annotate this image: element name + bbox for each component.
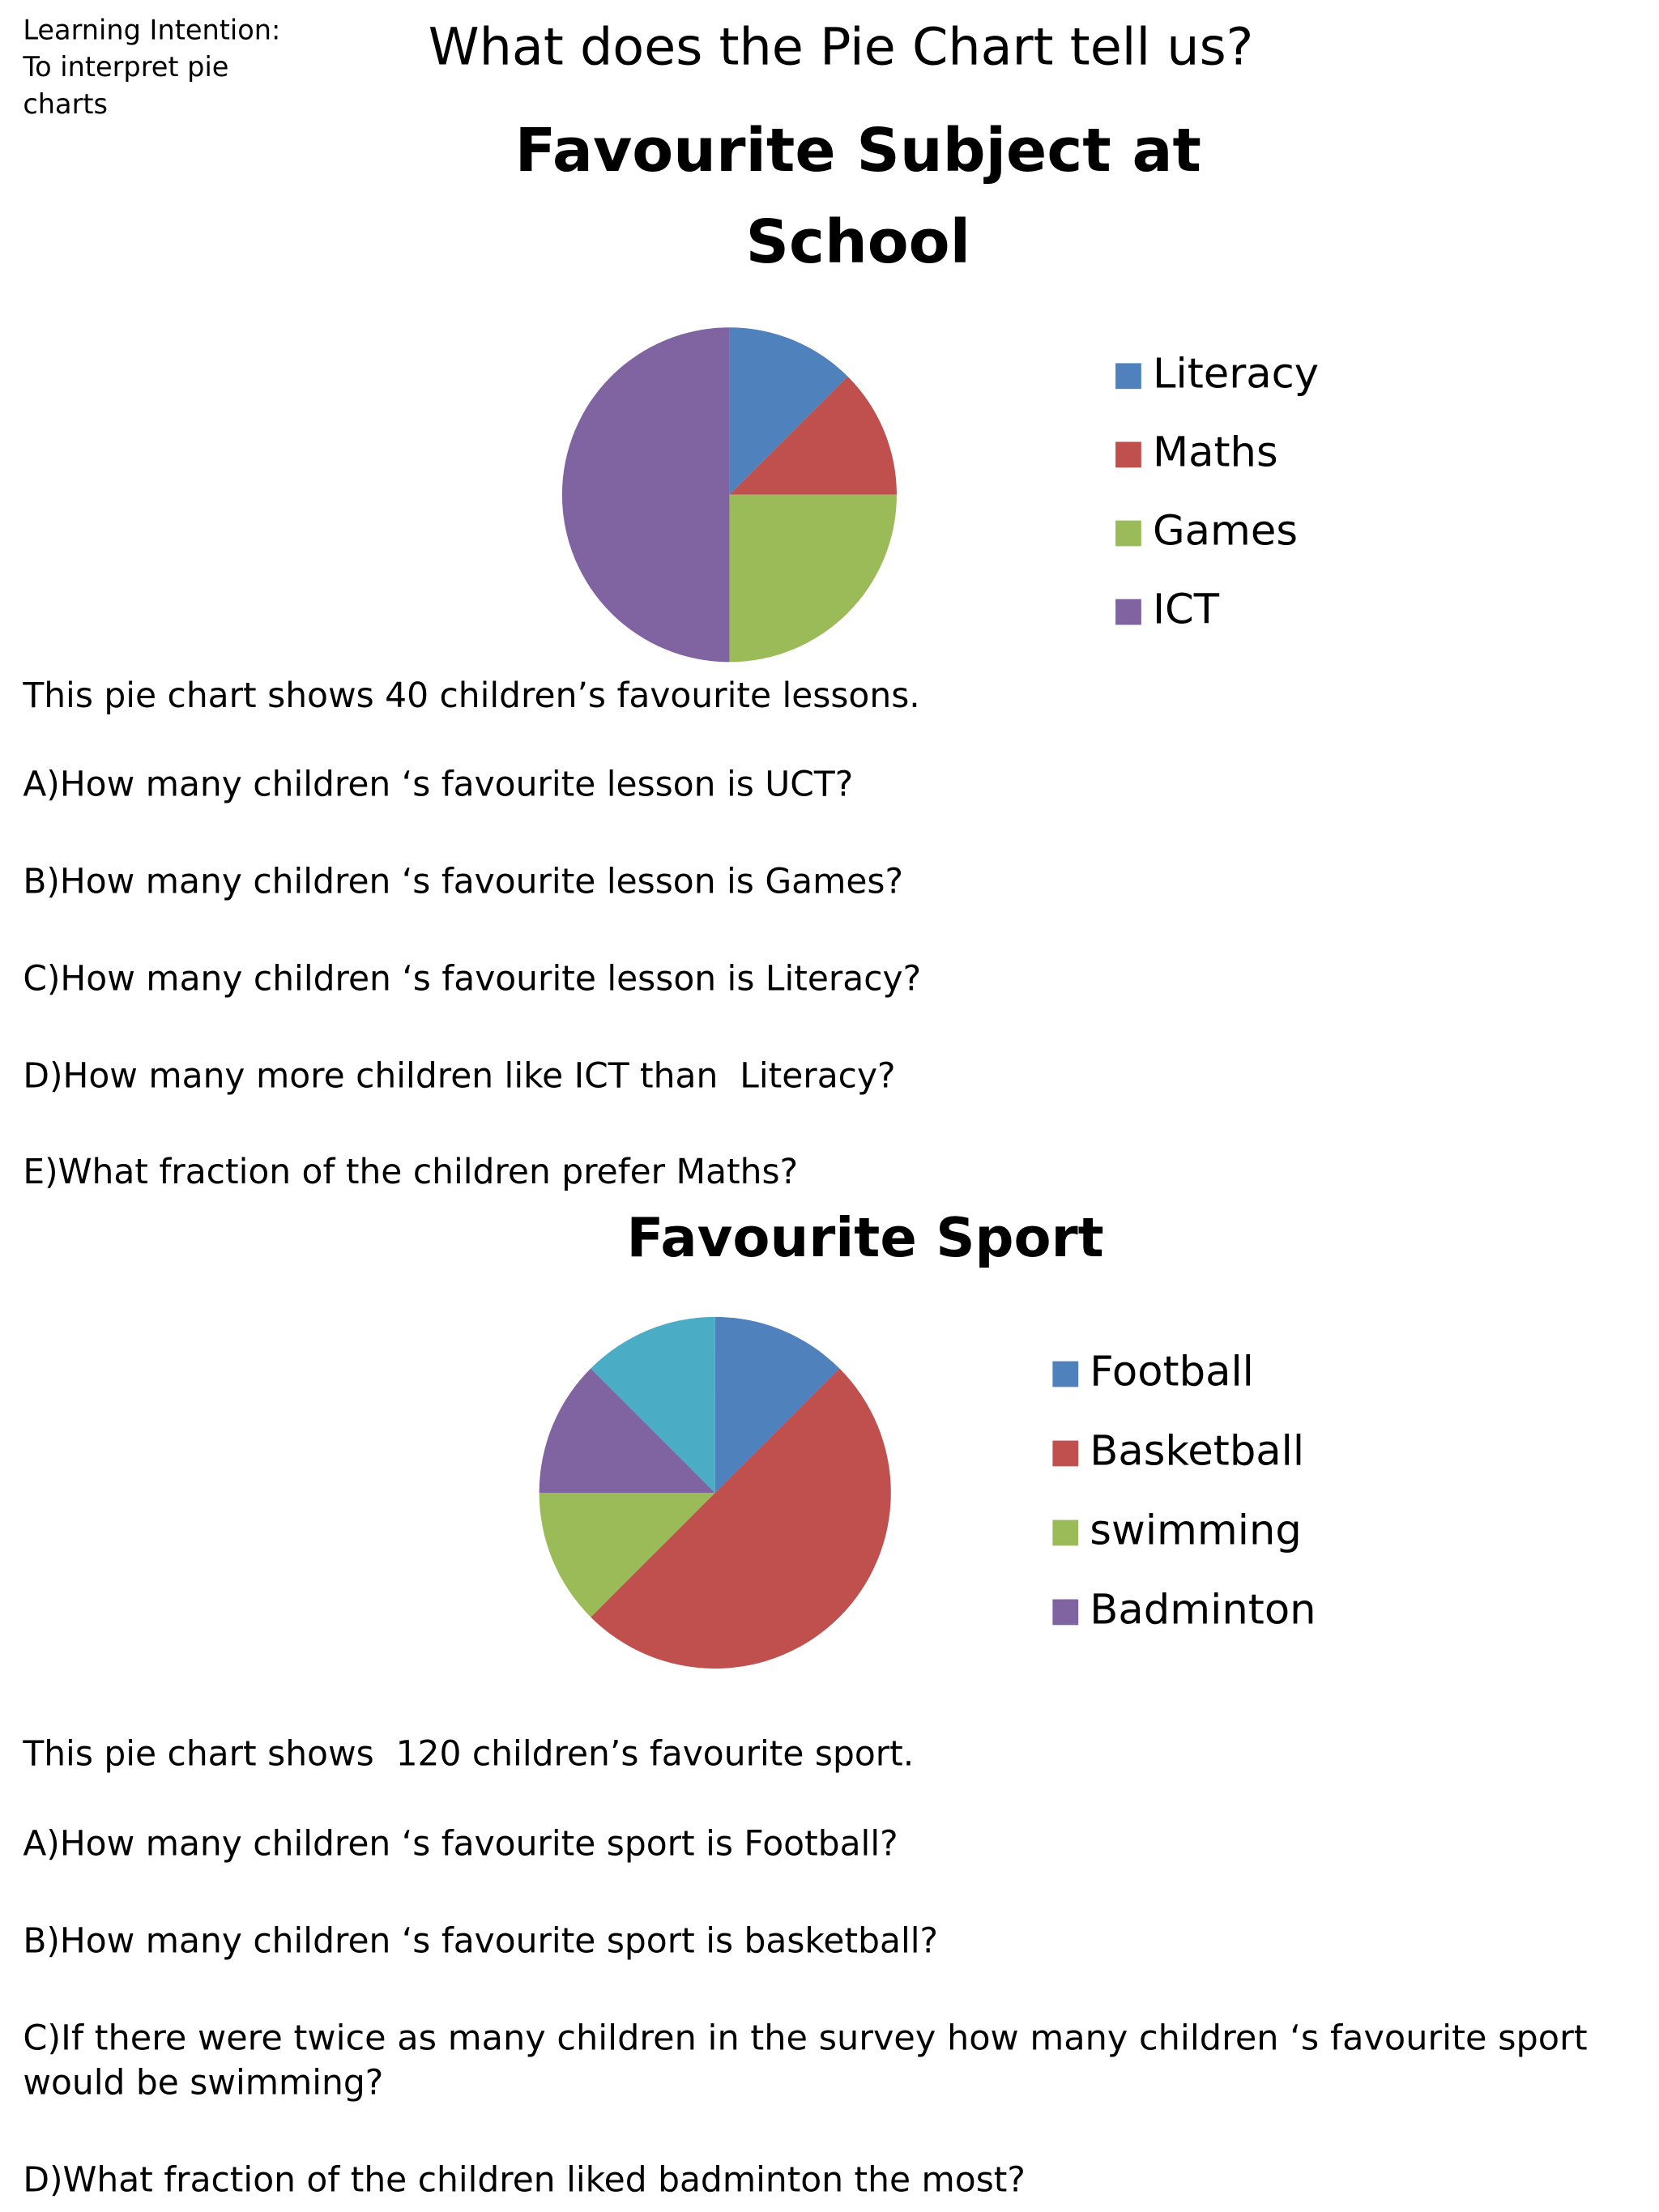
pie-slice xyxy=(539,1493,715,1617)
question: C)If there were twice as many children i… xyxy=(23,2018,1587,2058)
pie-slice xyxy=(729,494,897,663)
pie-slice xyxy=(591,1316,715,1494)
legend-swatch xyxy=(1115,441,1141,468)
legend-swatch xyxy=(1115,363,1141,390)
question: D)What fraction of the children liked ba… xyxy=(23,2159,1026,2199)
pie-slice xyxy=(591,1368,891,1669)
question: D)How many more children like ICT than L… xyxy=(23,1056,895,1096)
legend-label: Badminton xyxy=(1090,1585,1316,1634)
legend-label: swimming xyxy=(1090,1506,1302,1554)
legend-swatch xyxy=(1115,599,1141,625)
legend-label: ICT xyxy=(1153,586,1220,634)
intro-text: This pie chart shows 40 children’s favou… xyxy=(22,676,919,715)
legend-label: Basketball xyxy=(1090,1426,1304,1475)
pie-slice xyxy=(561,327,730,663)
legend-swatch xyxy=(1052,1440,1079,1467)
legend-label: Football xyxy=(1090,1348,1254,1396)
question: B)How many children ‘s favourite lesson … xyxy=(23,861,903,901)
legend-label: Literacy xyxy=(1153,349,1319,398)
legend-label: Maths xyxy=(1153,428,1278,476)
question: A)How many children ‘s favourite sport i… xyxy=(23,1824,898,1864)
legend-swatch xyxy=(1052,1519,1079,1546)
question: E)What fraction of the children prefer M… xyxy=(23,1152,798,1191)
learning-intention: Learning Intention: xyxy=(23,14,280,45)
learning-intention: To interpret pie xyxy=(22,51,228,83)
legend-label: Games xyxy=(1153,506,1298,555)
legend-swatch xyxy=(1052,1361,1079,1387)
legend-swatch xyxy=(1115,520,1141,547)
pie-slice xyxy=(729,376,897,495)
chart-title: Favourite Subject at xyxy=(515,116,1201,185)
pie-slice xyxy=(714,1316,840,1494)
chart-title: Favourite Sport xyxy=(627,1206,1104,1269)
legend-swatch xyxy=(1052,1599,1079,1626)
intro-text: This pie chart shows 120 children’s favo… xyxy=(22,1733,914,1773)
question: C)How many children ‘s favourite lesson … xyxy=(23,959,921,999)
pie-slice xyxy=(539,1368,715,1494)
question: would be swimming? xyxy=(23,2062,383,2102)
pie-slice xyxy=(729,327,848,495)
question: A)How many children ‘s favourite lesson … xyxy=(23,764,853,803)
chart-title: School xyxy=(746,207,970,277)
question: B)How many children ‘s favourite sport i… xyxy=(23,1921,938,1961)
heading: What does the Pie Chart tell us? xyxy=(429,16,1254,76)
learning-intention: charts xyxy=(23,88,108,120)
